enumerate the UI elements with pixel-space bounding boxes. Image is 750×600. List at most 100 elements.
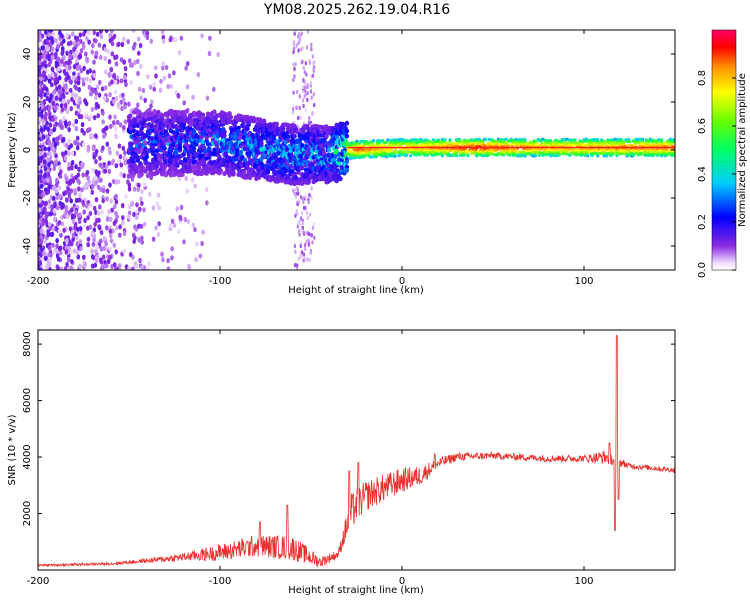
spectrogram-cell: [172, 70, 176, 76]
spectrogram-cell: [51, 100, 56, 106]
spectrogram-cell: [173, 37, 178, 43]
spectrogram-cell: [102, 235, 107, 241]
spectrogram-cell: [91, 167, 95, 173]
spectrogram-cell: [308, 192, 311, 198]
spectrogram-cell: [117, 159, 121, 165]
spectrogram-cell: [148, 116, 153, 121]
spectrogram-cell: [74, 118, 79, 124]
spectrogram-cell: [71, 31, 75, 37]
spectrogram-cell: [43, 166, 48, 172]
spectrogram-cell: [405, 153, 409, 157]
spectrogram-cell: [64, 204, 69, 211]
spectrogram-cell: [99, 230, 104, 236]
spectrogram-cell: [63, 120, 68, 126]
spectrogram-cell: [43, 206, 47, 212]
spectrogram-cell: [94, 101, 99, 107]
spectrogram-cell: [59, 169, 63, 175]
spectrogram-cell: [54, 105, 58, 111]
spectrogram-cell: [59, 232, 63, 238]
spectrogram-cell: [344, 159, 350, 165]
spectrogram-cell: [115, 266, 119, 270]
spectrogram-cell: [333, 154, 338, 159]
spectrogram-cell: [46, 126, 50, 132]
spectrogram-cell: [208, 35, 212, 41]
spectrogram-cell: [311, 225, 315, 231]
spectrogram-cell: [43, 124, 47, 130]
spectrogram-cell: [201, 229, 205, 235]
spectrogram-cell: [65, 32, 69, 38]
spectrogram-cell: [86, 175, 90, 181]
spectrogram-cell: [122, 36, 126, 42]
spectrogram-cell: [154, 225, 158, 231]
spectrogram-cell: [74, 197, 79, 203]
spectrogram-cell: [80, 187, 84, 193]
spectrogram-cell: [75, 135, 80, 141]
spectrogram-cell: [95, 170, 99, 177]
spectrogram-cell: [52, 127, 56, 133]
spectrogram-cell: [83, 217, 87, 224]
spectrogram-cell: [393, 154, 397, 158]
spectrogram-cell: [63, 84, 67, 90]
spectrogram-cell: [306, 215, 310, 221]
spectrogram-cell: [83, 99, 88, 105]
spectrogram-cell: [65, 71, 69, 77]
spectrogram-cell: [196, 72, 201, 78]
spectrogram-cell: [48, 41, 52, 47]
spectrogram-cell: [38, 111, 41, 117]
spectrogram-cell: [142, 221, 147, 227]
spectrogram-cell: [53, 216, 57, 222]
spectrogram-cell: [222, 129, 227, 135]
spectrogram-cell: [143, 140, 148, 146]
spectrogram-cell: [67, 127, 71, 133]
spectrogram-cell: [104, 69, 108, 75]
spectrogram-cell: [72, 248, 77, 254]
spectrogram-cell: [39, 228, 44, 234]
spectrogram-cell: [313, 235, 316, 240]
spectrogram-cell: [57, 66, 61, 72]
spectrogram-cell: [293, 262, 297, 268]
spectrogram-cell: [94, 257, 99, 264]
spectrogram-cell: [54, 51, 58, 57]
spectrogram-cell: [62, 61, 67, 67]
spectrogram-cell: [109, 198, 114, 204]
spectrogram-cell: [304, 246, 307, 252]
spectrogram-cell: [39, 267, 43, 270]
spectrogram-cell: [148, 191, 152, 197]
spectrogram-cell: [38, 30, 42, 36]
spectrogram-cell: [170, 145, 175, 151]
spectrogram-cell: [131, 30, 136, 33]
spectrogram-cell: [74, 164, 78, 170]
spectrogram-cell: [47, 261, 51, 267]
spectrogram-cell: [200, 33, 204, 39]
spectrogram-cell: [68, 178, 73, 184]
spectrogram-cell: [310, 47, 313, 52]
spectrogram-cell: [88, 77, 93, 83]
spectrogram-cell: [67, 161, 71, 167]
spectrogram-cell: [108, 72, 112, 78]
spectrogram-cell: [109, 238, 114, 244]
spectrogram-cell: [307, 200, 310, 205]
spectrogram-cell: [139, 223, 144, 229]
spectrogram-cell: [293, 66, 296, 72]
spectrogram-cell: [105, 225, 109, 231]
spectrogram-cell: [74, 98, 79, 104]
spectrogram-cell: [95, 218, 99, 224]
spectrogram-cell: [84, 203, 89, 209]
spectrogram-cell: [130, 266, 135, 270]
spectrogram-cell: [157, 221, 161, 227]
spectrogram-cell: [69, 49, 73, 55]
spectrogram-cell: [51, 146, 55, 152]
spectrogram-cell: [122, 173, 126, 179]
spectrogram-cell: [134, 263, 139, 269]
spectrogram-cell: [54, 37, 58, 44]
spectrogram-cell: [196, 166, 202, 172]
spectrogram-cell: [302, 77, 305, 83]
spectrogram-cell: [70, 160, 75, 166]
spectrogram-cell: [101, 110, 105, 116]
spectrogram-cell: [69, 188, 74, 194]
spectrogram-cell: [85, 56, 89, 62]
spectrogram-cell: [55, 177, 59, 183]
spectrogram-cell: [56, 44, 60, 50]
spectrogram-cell: [306, 90, 309, 96]
spectrogram-cell: [177, 145, 183, 151]
